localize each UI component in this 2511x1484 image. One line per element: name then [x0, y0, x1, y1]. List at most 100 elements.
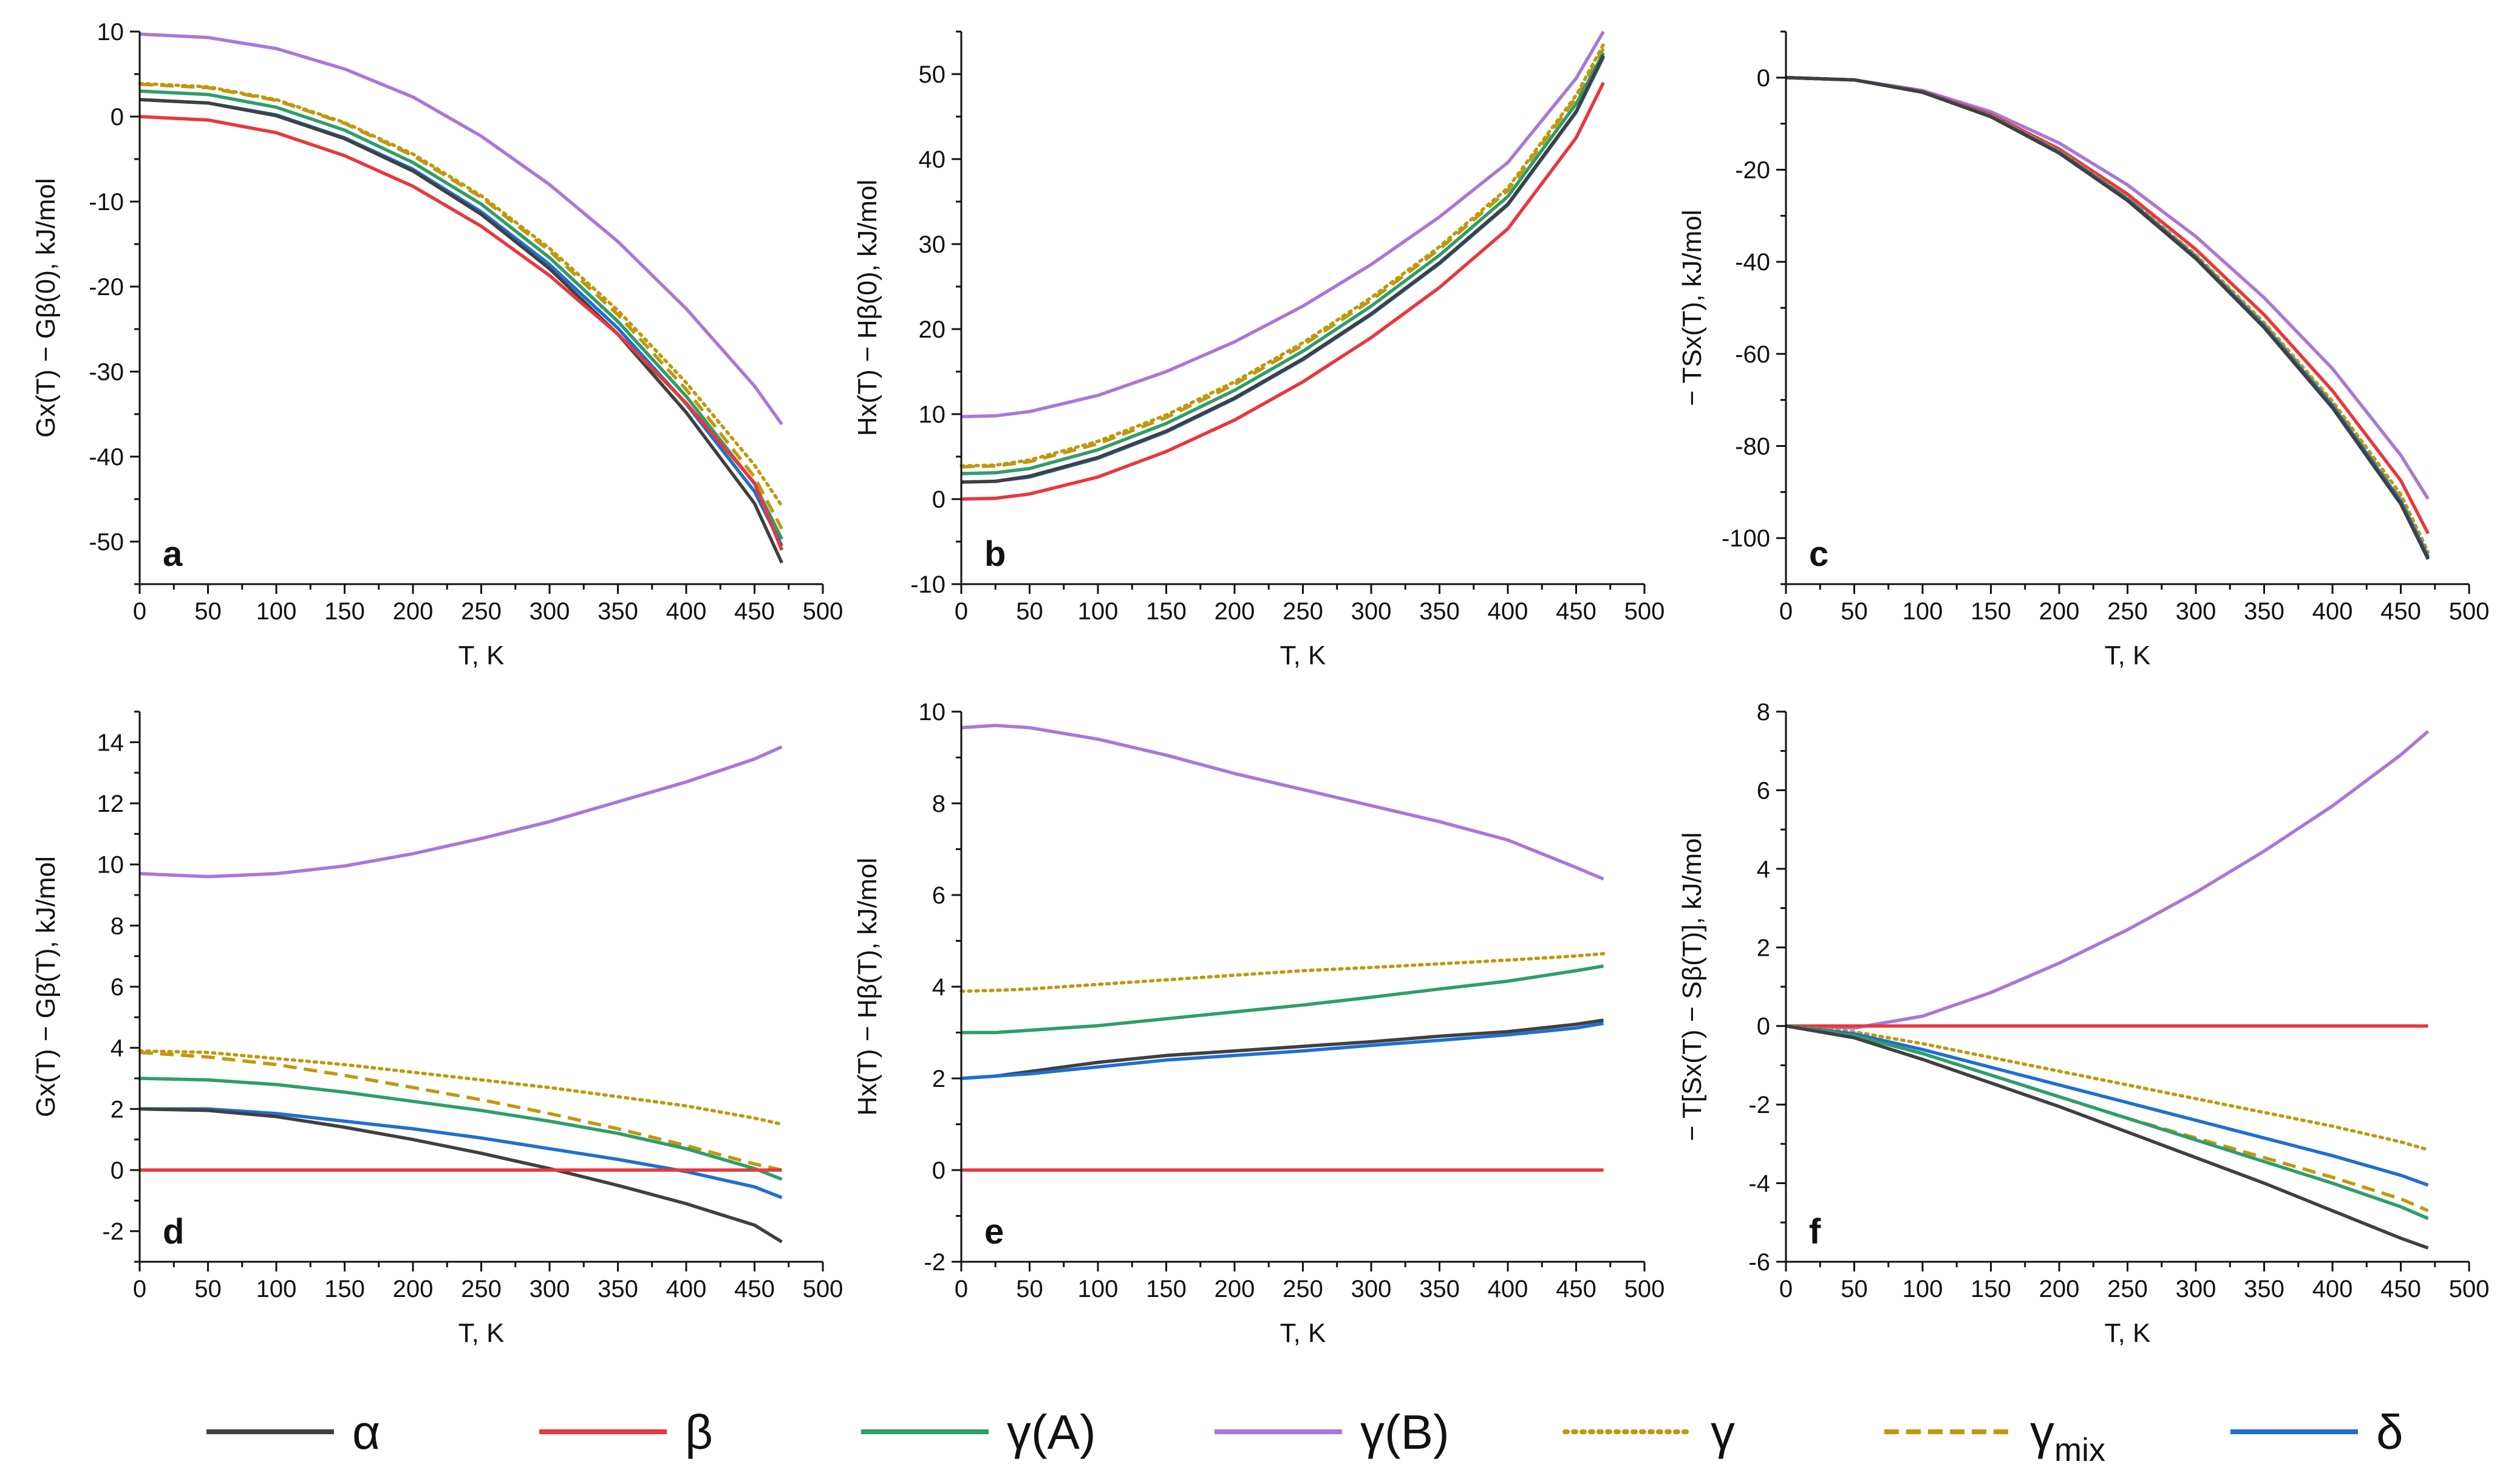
series-line-gammaB: [1785, 76, 2430, 500]
x-tick-label: 50: [1016, 598, 1043, 625]
x-tick-label: 0: [133, 1276, 146, 1302]
panel-letter: c: [1809, 534, 1828, 574]
series-line-delta: [139, 98, 783, 547]
x-tick-label: 200: [393, 598, 434, 625]
series-line-beta: [961, 81, 1605, 501]
x-tick-label: 400: [2312, 598, 2353, 625]
y-tick-label: -80: [1735, 434, 1770, 460]
series-line-alpha: [1785, 1024, 2429, 1250]
series-line-alpha: [139, 1107, 783, 1244]
x-tick-label: 250: [461, 598, 502, 625]
series-line-delta: [961, 56, 1605, 484]
series-line-gamma: [1784, 76, 2430, 554]
x-tick-label: 100: [1078, 598, 1119, 625]
x-tick-label: 50: [1016, 1276, 1043, 1302]
x-tick-label: 250: [1283, 598, 1323, 625]
y-tick-label: -30: [89, 359, 124, 386]
x-tick-label: 400: [666, 1276, 707, 1302]
y-tick-label: 0: [111, 104, 124, 131]
x-axis-title: T, K: [1280, 641, 1326, 670]
x-tick-label: 100: [1903, 598, 1943, 625]
x-tick-label: 150: [1971, 598, 2011, 625]
x-tick-label: 200: [1215, 598, 1255, 625]
series-line-gammaB: [961, 723, 1604, 881]
y-axis-title: Gx(T) − Gβ(T), kJ/mol: [31, 856, 61, 1117]
series-line-gammaMix: [139, 1050, 783, 1172]
series-line-alpha: [961, 54, 1605, 484]
y-axis-title: Gx(T) − Gβ(0), kJ/mol: [31, 178, 61, 437]
y-tick-label: 10: [97, 852, 124, 879]
series-line-gammaA: [1785, 1024, 2429, 1220]
x-tick-label: 250: [2107, 598, 2148, 625]
y-tick-label: 2: [111, 1096, 124, 1123]
x-tick-label: 100: [1903, 1276, 1943, 1302]
legend-label: α: [352, 1405, 380, 1459]
x-tick-label: 400: [1488, 1276, 1528, 1302]
x-tick-label: 300: [2176, 1276, 2216, 1302]
x-tick-label: 50: [194, 598, 222, 625]
x-tick-label: 450: [1556, 1276, 1596, 1302]
series-line-gammaA: [139, 1077, 783, 1181]
x-tick-label: 250: [461, 1276, 502, 1302]
y-tick-label: -20: [1735, 157, 1770, 184]
x-tick-label: 500: [1624, 598, 1665, 625]
y-tick-label: 50: [919, 61, 946, 88]
x-tick-label: 450: [734, 1276, 775, 1302]
legend-label: γ(B): [1360, 1405, 1450, 1459]
y-tick-label: -4: [1748, 1171, 1770, 1197]
x-axis-title: T, K: [458, 1318, 505, 1348]
x-tick-label: 400: [2312, 1276, 2353, 1302]
x-tick-label: 300: [530, 1276, 570, 1302]
y-tick-label: -10: [89, 189, 124, 216]
x-tick-label: 450: [1556, 598, 1596, 625]
series-line-alpha: [961, 1018, 1604, 1080]
y-tick-label: -2: [924, 1249, 945, 1276]
x-tick-label: 100: [256, 1276, 297, 1302]
y-tick-label: 14: [97, 729, 124, 756]
x-tick-label: 0: [133, 598, 146, 625]
series-line-delta: [1785, 1024, 2429, 1187]
series-line-beta: [139, 115, 784, 551]
panel-b: 0 50 100 150 200 250 300 350 400 450 500 -10 0 10 20 30…: [853, 30, 1665, 670]
series-line-gammaA: [961, 52, 1605, 475]
series-line-gammaMix: [139, 83, 783, 530]
x-tick-label: 350: [2244, 1276, 2284, 1302]
x-tick-label: 150: [324, 1276, 365, 1302]
y-tick-label: 10: [919, 699, 946, 726]
series-line-delta: [140, 1107, 783, 1199]
y-tick-label: -100: [1722, 525, 1770, 552]
x-tick-label: 300: [1351, 598, 1392, 625]
series-line-gammaB: [139, 745, 783, 879]
x-tick-label: 500: [803, 598, 843, 625]
series-line-gamma: [138, 1049, 784, 1126]
x-tick-label: 200: [393, 1276, 434, 1302]
series-line-gammaA: [961, 964, 1604, 1035]
x-tick-label: 350: [1419, 1276, 1460, 1302]
x-tick-label: 0: [1779, 1276, 1793, 1302]
y-tick-label: -60: [1735, 341, 1770, 368]
series-line-alpha: [139, 98, 783, 564]
x-tick-label: 300: [530, 598, 570, 625]
x-tick-label: 250: [2107, 1276, 2148, 1302]
panel-e: 0 50 100 150 200 250 300 350 400 450 500 -2 0 2 4 6 8 10 T…: [853, 699, 1664, 1348]
x-tick-label: 150: [1971, 1276, 2011, 1302]
legend-item-gammaB: γ(B): [1215, 1405, 1450, 1459]
series-line-gammaMix: [1785, 76, 2430, 557]
legend-item-gamma: γ: [1562, 1405, 1735, 1459]
x-tick-label: 300: [2176, 598, 2216, 625]
legend-label: δ: [2376, 1405, 2404, 1459]
y-tick-label: 2: [1757, 934, 1770, 961]
x-tick-label: 500: [2449, 598, 2490, 625]
legend-label: β: [685, 1405, 713, 1459]
y-tick-label: 0: [111, 1157, 124, 1184]
y-tick-label: 4: [932, 974, 945, 1001]
y-tick-label: 0: [1757, 65, 1770, 92]
y-tick-label: 8: [111, 913, 124, 939]
legend-label: γ(A): [1007, 1405, 1096, 1459]
legend-item-delta: δ: [2230, 1405, 2404, 1459]
legend-label-subscript: mix: [2054, 1432, 2105, 1468]
y-axis-title: Hx(T) − Hβ(T), kJ/mol: [853, 858, 882, 1116]
panel-f: 0 50 100 150 200 250 300 350 400 450 500 -6 -4 -2 0 2 4 6…: [1677, 699, 2489, 1348]
x-tick-label: 350: [598, 598, 638, 625]
legend: α β γ(A) γ(B) γ γmix δ: [206, 1405, 2404, 1468]
